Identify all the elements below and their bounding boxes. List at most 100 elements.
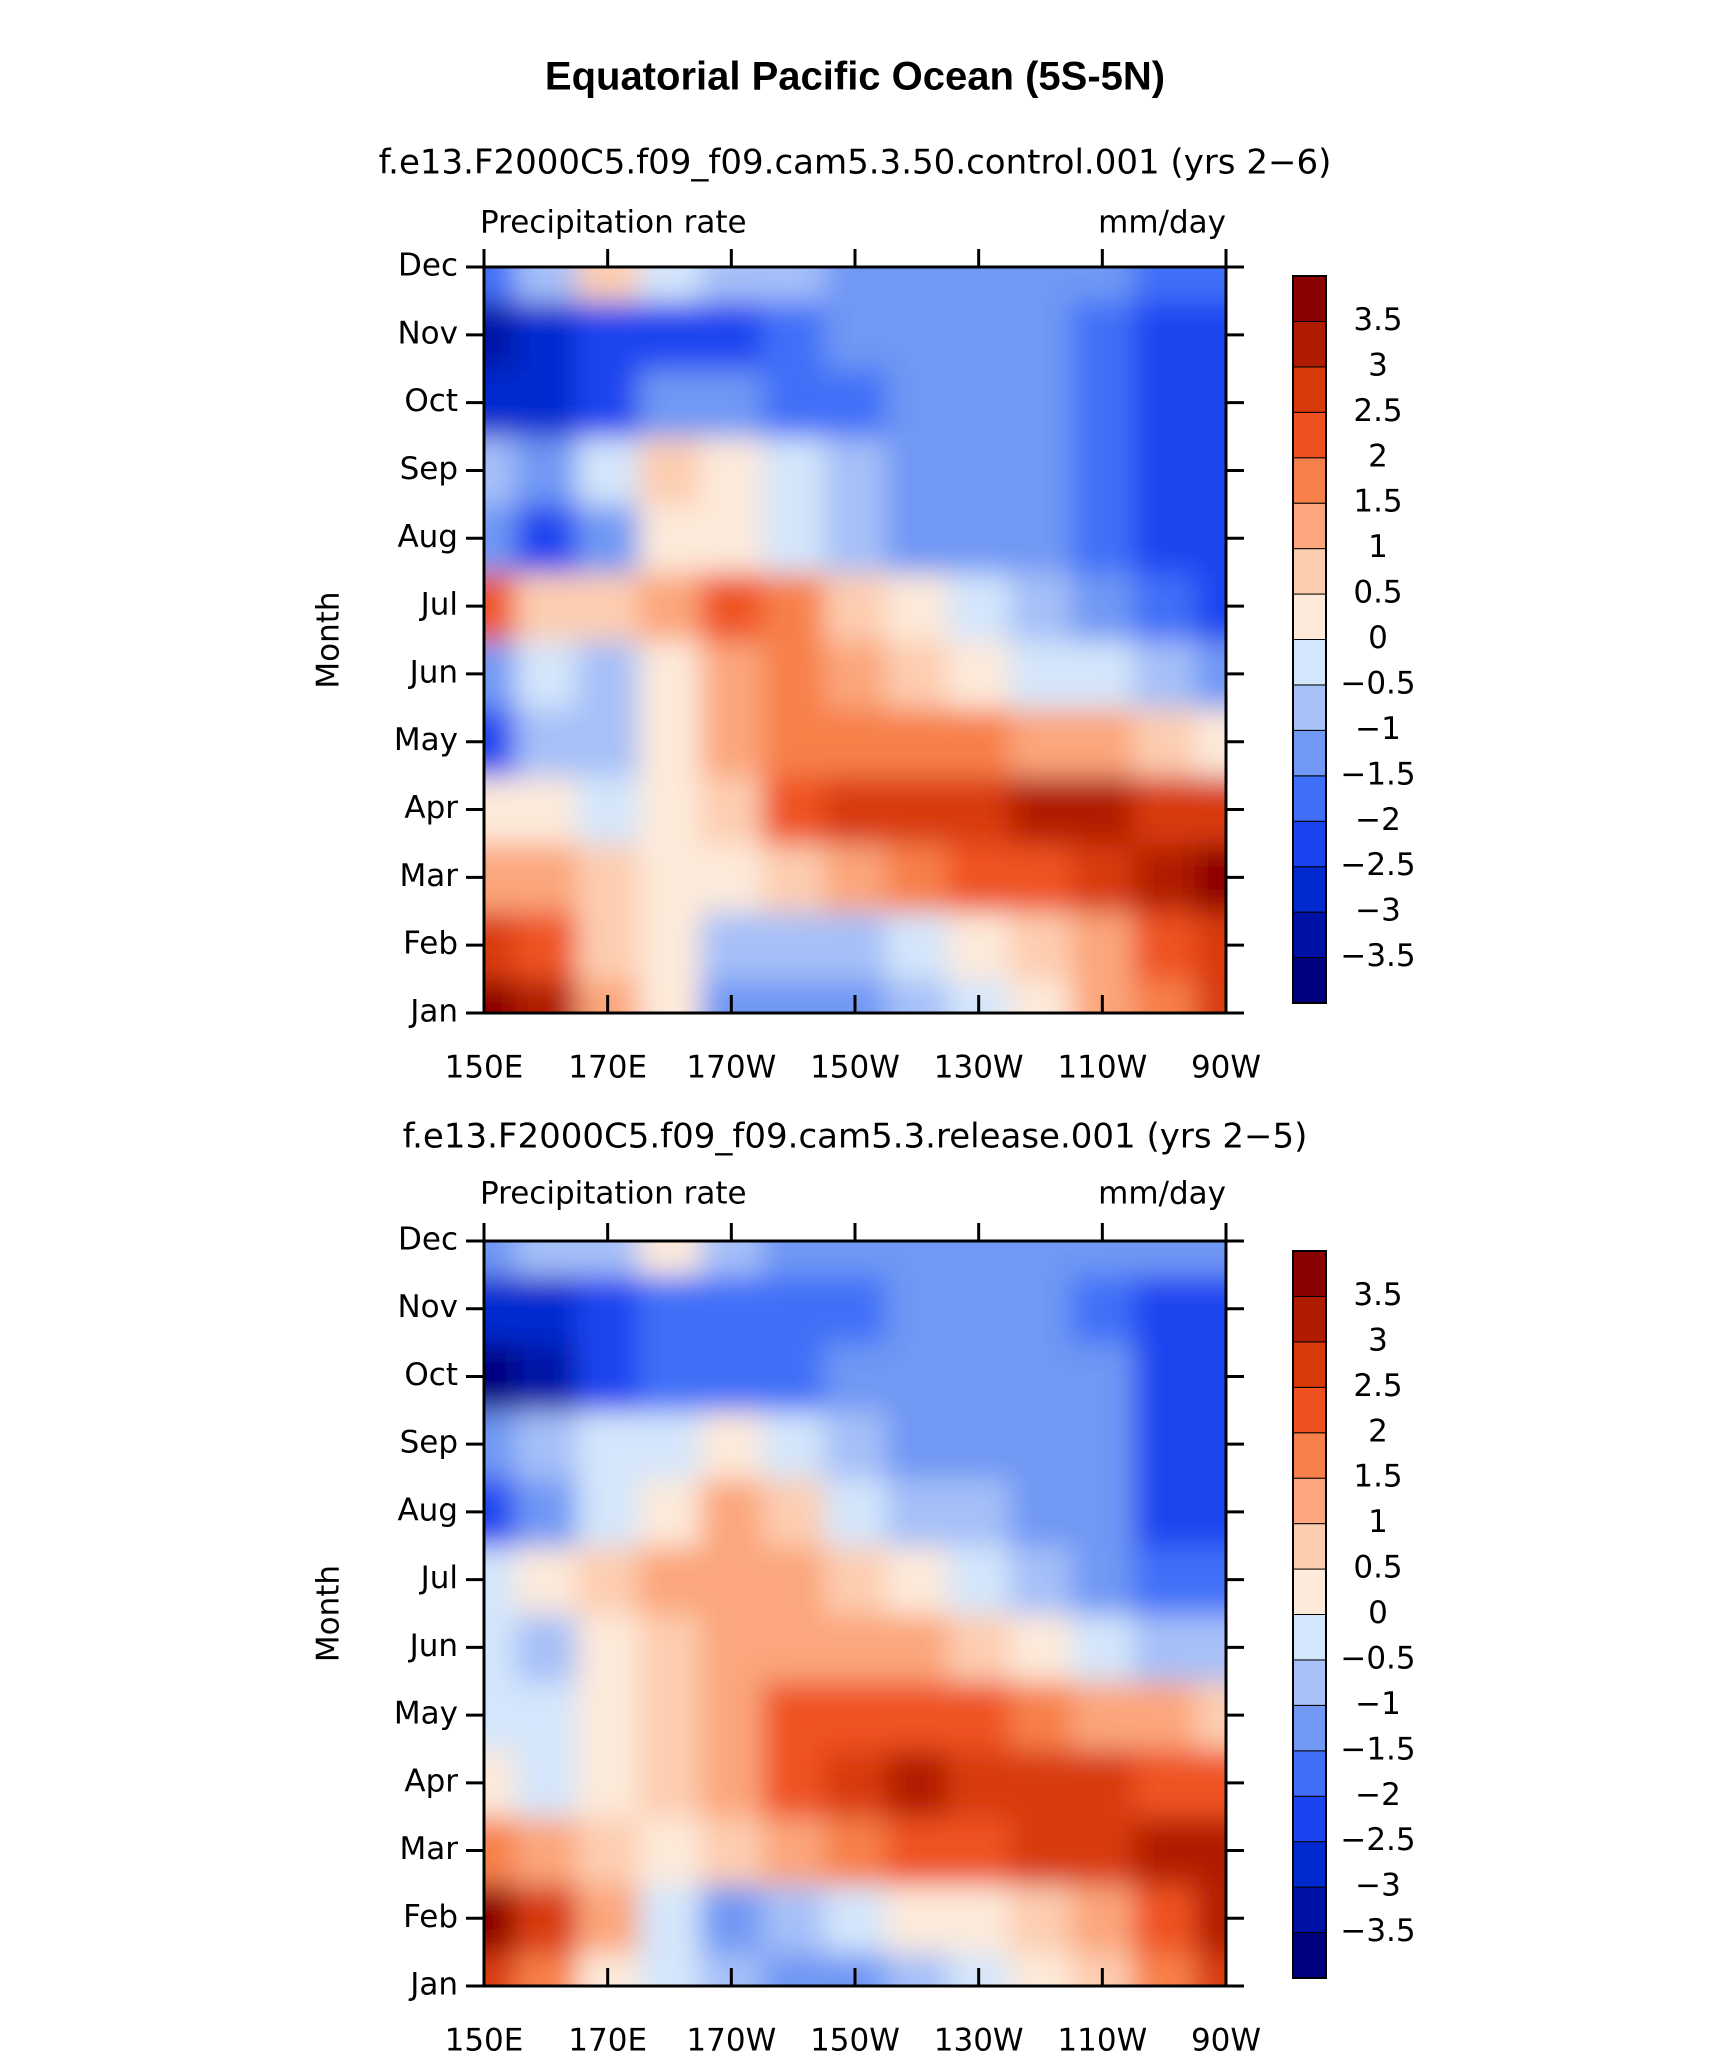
colorbar-box [1292,320,1327,368]
cell [762,1241,826,1276]
cell [1071,572,1135,641]
cell [700,707,764,777]
cell [1009,843,1073,913]
cell [1195,911,1226,981]
cell [638,300,702,370]
cell [762,1613,826,1683]
cell [947,775,1011,845]
cell [638,572,702,641]
cell [824,1681,887,1750]
colorbar-box [1292,1295,1327,1343]
cell [1195,1545,1226,1615]
cell [576,1342,640,1412]
y-tick-label: Jul [419,1560,458,1596]
y-tick-label: Oct [404,1357,458,1393]
cell [1071,911,1135,981]
cell [576,368,640,438]
units-label: mm/day [1098,205,1226,241]
cell [576,775,640,845]
cell [576,1816,640,1886]
cell [885,1342,949,1412]
cell [762,300,826,370]
cell [638,1952,702,1986]
panel-title: f.e13.F2000C5.f09_f09.cam5.3.50.control.… [379,143,1332,183]
field [484,1241,1226,1986]
cell [700,436,764,506]
figure-title: Equatorial Pacific Ocean (5S-5N) [545,55,1165,99]
colorbar-box [1292,275,1327,322]
cell [638,1410,702,1480]
cell [1195,1478,1226,1547]
cell [484,300,516,370]
colorbar-box [1292,593,1327,640]
cell [1195,1952,1226,1986]
field-cells [484,1241,1226,1986]
colorbar-label: −2 [1355,1777,1401,1813]
cell [484,1410,516,1480]
cell [514,1952,578,1986]
cell [484,368,516,438]
cell [1009,1342,1073,1412]
cell [1071,504,1135,574]
cell [1133,1884,1197,1954]
colorbar-box [1292,502,1327,550]
cell [947,572,1011,641]
cell [1133,1410,1197,1480]
cell [947,1410,1011,1480]
colorbar-label: −0.5 [1340,1640,1415,1676]
cell [762,1952,826,1986]
cell [514,1410,578,1480]
colorbar-box [1292,775,1327,822]
cell [762,572,826,641]
cell [484,979,516,1013]
cell [700,1241,764,1276]
cell [762,267,826,302]
cell [700,1274,764,1344]
cell [1071,300,1135,370]
cell [576,1241,640,1276]
y-tick-label: Oct [404,383,458,419]
colorbar-box [1292,457,1327,504]
cell [1133,1274,1197,1344]
cell [700,1478,764,1547]
cell [824,504,887,574]
y-tick-label: Sep [400,451,458,487]
colorbar-label: 2 [1368,1413,1388,1449]
cell [576,1478,640,1547]
cell [824,1884,887,1954]
cell [762,843,826,913]
cell [576,300,640,370]
y-tick-label: Sep [400,1425,458,1461]
cell [638,368,702,438]
colorbar-label: 0.5 [1353,575,1402,611]
cell [1009,640,1073,709]
cell [576,572,640,641]
cell [885,1884,949,1954]
y-tick-label: May [394,722,458,758]
cell [1133,911,1197,981]
cell [1133,1241,1197,1276]
cell [1009,911,1073,981]
cell [1071,775,1135,845]
colorbar-label: −3 [1355,893,1401,929]
y-tick-label: Nov [397,1289,458,1325]
cell [1071,1274,1135,1344]
cell [1071,1342,1135,1412]
cell [947,1748,1011,1818]
cell [700,1748,764,1818]
cell [638,1748,702,1818]
cell [1195,1681,1226,1750]
cell [514,640,578,709]
cell [947,640,1011,709]
cell [576,640,640,709]
cell [514,911,578,981]
cell [947,707,1011,777]
cell [1071,368,1135,438]
colorbar-label: −2.5 [1340,1822,1415,1858]
cell [514,775,578,845]
colorbar-label: −1.5 [1340,756,1415,792]
y-tick-label: Feb [403,1899,458,1935]
cell [700,1342,764,1412]
cell [514,1884,578,1954]
colorbar-box [1292,1250,1327,1297]
